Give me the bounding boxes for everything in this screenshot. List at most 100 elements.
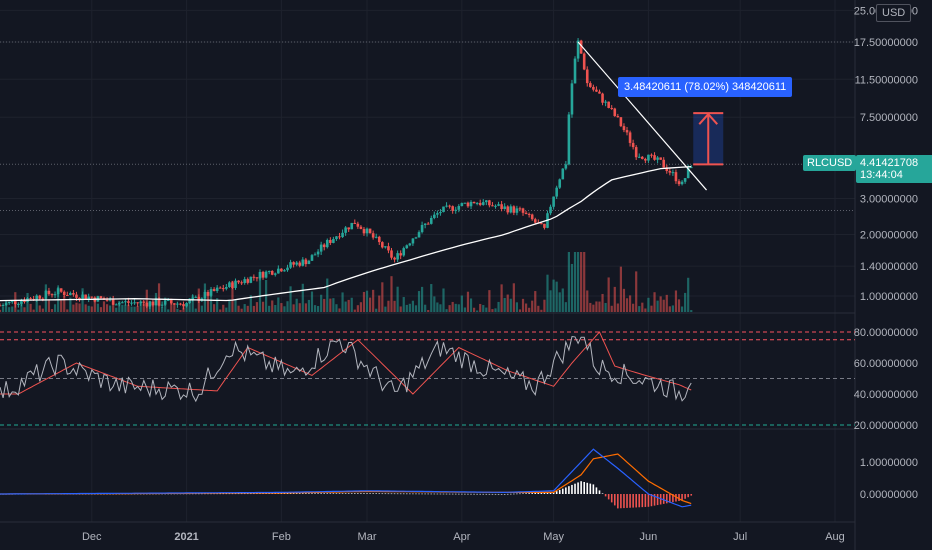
volume-bar <box>252 305 255 312</box>
volume-bar <box>420 286 424 312</box>
candle-body <box>387 246 390 251</box>
candle-body <box>497 204 500 206</box>
candle-body <box>280 268 283 272</box>
volume-bar <box>411 300 415 312</box>
volume-bar <box>38 305 41 312</box>
macd-histogram-bar <box>485 493 488 495</box>
macd-histogram-bar <box>259 493 261 495</box>
volume-bar <box>124 304 127 312</box>
volume-bar <box>457 304 460 312</box>
candle-body <box>90 296 94 298</box>
countdown-value: 13:44:04 <box>860 169 903 181</box>
macd-histogram-bar <box>467 493 469 495</box>
candle-body <box>481 202 485 205</box>
macd-histogram-bar <box>298 493 301 494</box>
volume-bar <box>109 305 112 312</box>
candle-body <box>598 91 601 94</box>
volume-bar <box>1 306 5 312</box>
candle-body <box>521 208 525 213</box>
volume-bar <box>11 306 14 312</box>
macd-histogram-bar <box>375 493 378 495</box>
candle-body <box>445 205 448 207</box>
candle-body <box>396 253 399 260</box>
volume-bar <box>570 263 574 312</box>
macd-histogram-bar <box>494 493 497 495</box>
macd-histogram-bar <box>332 493 335 494</box>
candle-body <box>353 222 357 224</box>
candle-body <box>439 212 442 214</box>
time-axis[interactable]: Dec 2021 Feb Mar Apr May Jun Jul Aug <box>82 531 845 543</box>
candle-body <box>69 293 72 296</box>
macd-histogram-bar <box>482 493 485 495</box>
volume-bar <box>561 288 564 312</box>
candle-body <box>344 227 347 233</box>
rsi-tick-label: 60.00000000 <box>854 358 918 370</box>
candle-body <box>53 294 57 296</box>
volume-bar <box>616 303 619 312</box>
volume-bar <box>469 298 473 312</box>
macd-histogram-bar <box>662 494 665 504</box>
volume-bar <box>255 302 259 312</box>
volume-bar <box>139 301 142 312</box>
volume-bar <box>225 307 228 312</box>
volume-bar <box>136 306 139 312</box>
volume-bar <box>118 301 121 312</box>
volume-bar <box>534 291 537 312</box>
volume-bar <box>14 292 17 312</box>
macd-histogram-bar <box>647 494 650 507</box>
x-tick-label: Jul <box>733 531 747 543</box>
macd-histogram-bar <box>626 494 628 508</box>
candle-body <box>212 289 216 291</box>
candle-body <box>414 237 418 239</box>
candle-body <box>59 288 63 292</box>
candle-body <box>283 270 286 272</box>
macd-histogram-bar <box>442 493 445 495</box>
candle-body <box>671 172 675 174</box>
volume-bar <box>583 252 586 312</box>
candle-body <box>527 213 531 215</box>
candle-body <box>601 93 604 103</box>
volume-bar <box>240 308 243 312</box>
volume-bar <box>17 309 20 312</box>
volume-bar <box>601 293 604 312</box>
candle-body <box>371 233 375 238</box>
candle-body <box>124 301 127 303</box>
volume-bar <box>472 307 476 312</box>
currency-badge[interactable]: USD <box>876 4 912 22</box>
macd-histogram-bar <box>418 493 420 495</box>
volume-bar <box>396 286 399 312</box>
price-pane[interactable] <box>0 38 855 312</box>
macd-pane[interactable] <box>0 448 693 509</box>
candle-body <box>234 280 237 288</box>
volume-bar <box>604 302 607 312</box>
macd-histogram-bar <box>292 493 295 494</box>
volume-bar <box>326 278 329 312</box>
volume-bar <box>555 281 558 312</box>
volume-bar <box>378 295 381 312</box>
candle-body <box>270 270 274 275</box>
candle-body <box>582 53 586 70</box>
volume-bar <box>304 303 307 312</box>
candle-body <box>491 205 494 207</box>
volume-bar <box>60 300 63 312</box>
candle-body <box>420 224 424 233</box>
rsi-pane[interactable] <box>0 331 855 426</box>
candle-body <box>182 304 185 307</box>
macd-histogram-bar <box>314 493 316 494</box>
candle-body <box>356 223 360 227</box>
volume-bar <box>552 279 555 312</box>
volume-bar <box>41 308 44 312</box>
macd-histogram-bar <box>681 494 683 501</box>
volume-bar <box>528 307 531 312</box>
volume-bar <box>445 309 448 312</box>
candle-body <box>472 201 476 204</box>
volume-bar <box>234 299 237 312</box>
candle-body <box>451 206 454 211</box>
volume-bar <box>148 300 151 312</box>
macd-histogram-bar <box>687 494 689 498</box>
volume-bar <box>671 305 674 312</box>
volume-bar <box>668 306 671 312</box>
candle-body <box>194 296 198 298</box>
volume-bar <box>72 304 75 312</box>
